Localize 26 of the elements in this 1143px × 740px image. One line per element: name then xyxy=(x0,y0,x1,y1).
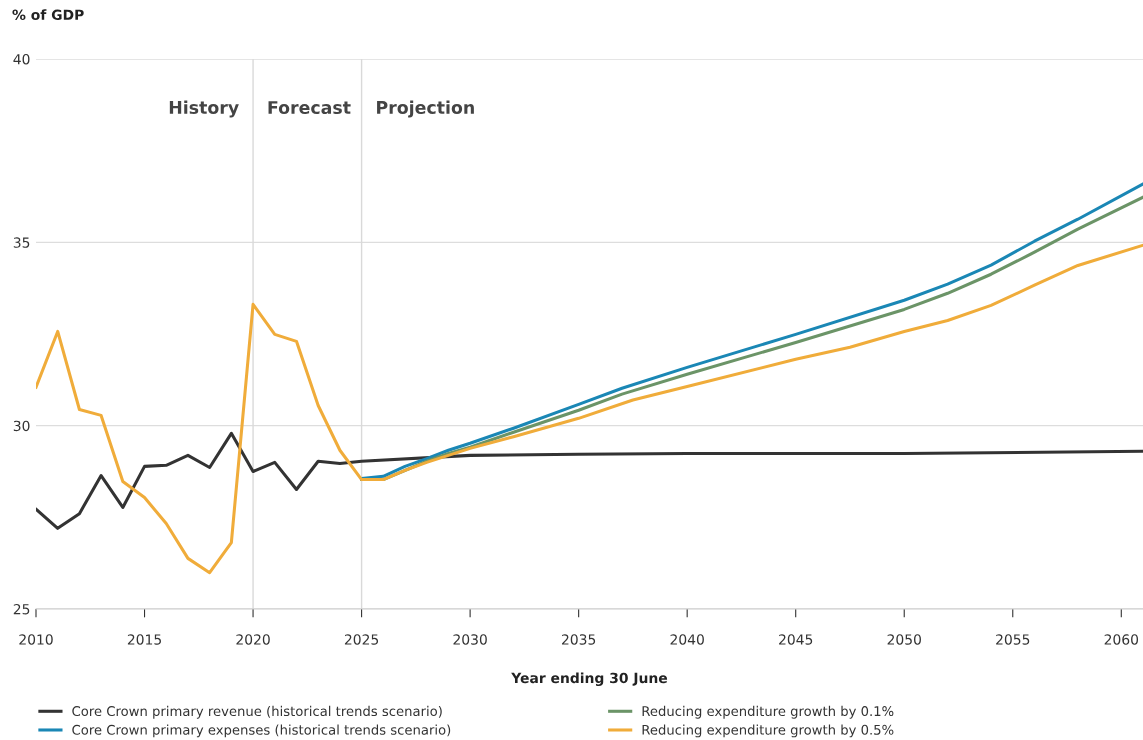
y-tick-label: 35 xyxy=(13,237,30,248)
x-tick-label: 2020 xyxy=(236,634,270,645)
x-tick-label: 2040 xyxy=(670,634,704,645)
y-axis-title: % of GDP xyxy=(12,9,84,21)
x-tick-label: 2010 xyxy=(19,634,53,645)
legend-label: Core Crown primary revenue (historical trends scenario) xyxy=(72,705,442,719)
x-tick-label: 2060 xyxy=(1104,634,1139,645)
legend-label: Reducing expenditure growth by 0.5% xyxy=(642,724,894,738)
legend-label: Reducing expenditure growth by 0.1% xyxy=(642,705,894,719)
x-axis-title: Year ending 30 June xyxy=(511,672,668,686)
x-tick-label: 2030 xyxy=(453,634,487,645)
x-tick-label: 2050 xyxy=(887,634,921,645)
x-tick-label: 2015 xyxy=(127,634,161,645)
x-tick-label: 2055 xyxy=(996,634,1030,645)
line-series xyxy=(36,431,1143,530)
line-series xyxy=(36,243,1143,575)
legend-label: Core Crown primary expenses (historical trends scenario) xyxy=(72,724,451,738)
y-tick-label: 25 xyxy=(13,603,30,615)
annotation: Forecast xyxy=(268,101,351,115)
x-tick-label: 2025 xyxy=(344,634,379,645)
annotation: History xyxy=(169,100,239,118)
x-tick-label: 2045 xyxy=(779,634,813,645)
y-tick-label: 40 xyxy=(13,53,30,65)
y-tick-label: 30 xyxy=(13,420,30,432)
x-tick-label: 2035 xyxy=(561,634,596,645)
annotation: Projection xyxy=(377,100,474,118)
